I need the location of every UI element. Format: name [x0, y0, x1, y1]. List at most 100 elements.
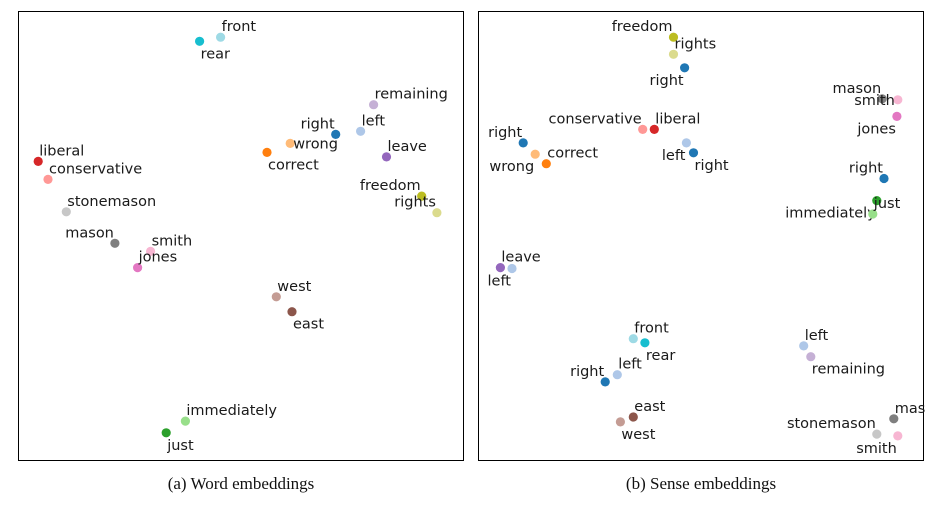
point-smith [893, 431, 903, 441]
point-label-wrong: wrong [489, 159, 534, 175]
point-left [507, 263, 517, 274]
point-remaining [806, 352, 816, 362]
point-label-freedom: freedom [612, 19, 673, 35]
point-right [518, 138, 528, 148]
point-label-jones: jones [138, 250, 178, 266]
point-label-correct: correct [547, 146, 598, 162]
point-label-left: left [662, 148, 686, 164]
point-rear [640, 338, 650, 348]
point-front [216, 32, 226, 42]
point-just [161, 428, 171, 438]
point-liberal [33, 156, 43, 166]
point-label-immediately: immediately [785, 206, 876, 222]
point-label-stonemason: stonemason [67, 194, 156, 210]
point-label-wrong: wrong [293, 136, 338, 152]
point-mason [110, 238, 120, 248]
point-west [615, 417, 625, 427]
point-label-correct: correct [268, 157, 319, 173]
point-label-conservative: conservative [49, 161, 142, 177]
point-leave [495, 263, 505, 273]
point-front [628, 334, 638, 344]
point-right [688, 148, 699, 158]
point-remaining [369, 100, 379, 110]
point-label-immediately: immediately [186, 403, 277, 419]
point-right [331, 129, 341, 139]
point-label-rear: rear [201, 46, 230, 62]
point-rights [432, 208, 442, 218]
point-label-mason: mason [833, 81, 882, 97]
point-label-smith: smith [854, 93, 895, 109]
point-rights [668, 49, 679, 59]
point-correct [262, 147, 272, 157]
point-label-just: just [873, 196, 901, 212]
point-label-mason: mason [65, 225, 114, 241]
point-jones [133, 263, 143, 273]
point-immediately [180, 416, 190, 426]
point-label-front: front [634, 321, 669, 337]
point-label-rights: rights [675, 36, 717, 52]
point-mason [877, 94, 887, 104]
point-correct [541, 159, 551, 169]
word-embeddings-panel: front rear remaining right left wrong correct l… [18, 11, 464, 461]
point-smith [146, 246, 156, 256]
point-leave [381, 152, 392, 162]
point-smith [893, 95, 903, 105]
point-label-left: left [618, 357, 642, 373]
point-label-east: east [293, 317, 324, 333]
point-label-remaining: remaining [375, 87, 448, 103]
point-freedom [668, 32, 679, 42]
point-east [628, 412, 638, 422]
caption-word-embeddings: (a) Word embeddings [167, 474, 315, 493]
point-label-west: west [621, 427, 655, 443]
point-left [799, 341, 809, 351]
point-label-left: left [488, 274, 512, 290]
point-label-right: right [488, 125, 522, 141]
point-immediately [872, 196, 882, 206]
point-label-left: left [362, 113, 386, 129]
point-conservative [638, 124, 648, 134]
point-label-east: east [634, 399, 665, 415]
point-left [612, 370, 622, 380]
point-liberal [649, 124, 659, 134]
point-stonemason [872, 429, 882, 439]
point-label-left: left [805, 328, 829, 344]
point-jones [892, 111, 902, 121]
point-label-right: right [570, 364, 604, 380]
point-label-front: front [222, 19, 257, 35]
point-label-leave: leave [388, 139, 427, 155]
point-label-mason: mason [895, 401, 925, 417]
point-label-conservative: conservative [549, 111, 642, 127]
point-conservative [43, 174, 53, 184]
point-label-liberal: liberal [655, 111, 700, 127]
point-label-right: right [301, 116, 335, 132]
point-left [356, 126, 366, 136]
point-rear [195, 36, 205, 46]
point-label-freedom: freedom [360, 178, 421, 194]
point-label-leave: leave [501, 250, 540, 266]
point-wrong [530, 149, 540, 159]
point-label-rights: rights [394, 195, 436, 211]
point-left [681, 138, 691, 148]
point-label-right: right [849, 161, 883, 177]
point-mason [889, 414, 899, 424]
point-freedom [417, 191, 427, 201]
point-label-smith: smith [856, 441, 897, 457]
point-right [600, 377, 610, 387]
point-label-remaining: remaining [812, 362, 885, 378]
sense-embeddings-panel: freedom rights right mason smith jones conserv… [478, 11, 926, 461]
point-just [868, 209, 878, 219]
point-label-smith: smith [152, 233, 193, 249]
caption-sense-embeddings: (b) Sense embeddings [625, 474, 777, 493]
point-label-stonemason: stonemason [787, 416, 876, 432]
point-label-right: right [650, 73, 684, 89]
point-west [271, 292, 281, 302]
point-label-rear: rear [646, 348, 675, 364]
point-right [680, 63, 690, 73]
point-wrong [285, 138, 295, 148]
point-stonemason [61, 207, 71, 217]
point-label-west: west [277, 279, 311, 295]
word-embeddings-plot: front rear remaining right left wrong correct l… [33, 19, 448, 454]
point-right [879, 173, 889, 184]
point-east [287, 307, 297, 317]
